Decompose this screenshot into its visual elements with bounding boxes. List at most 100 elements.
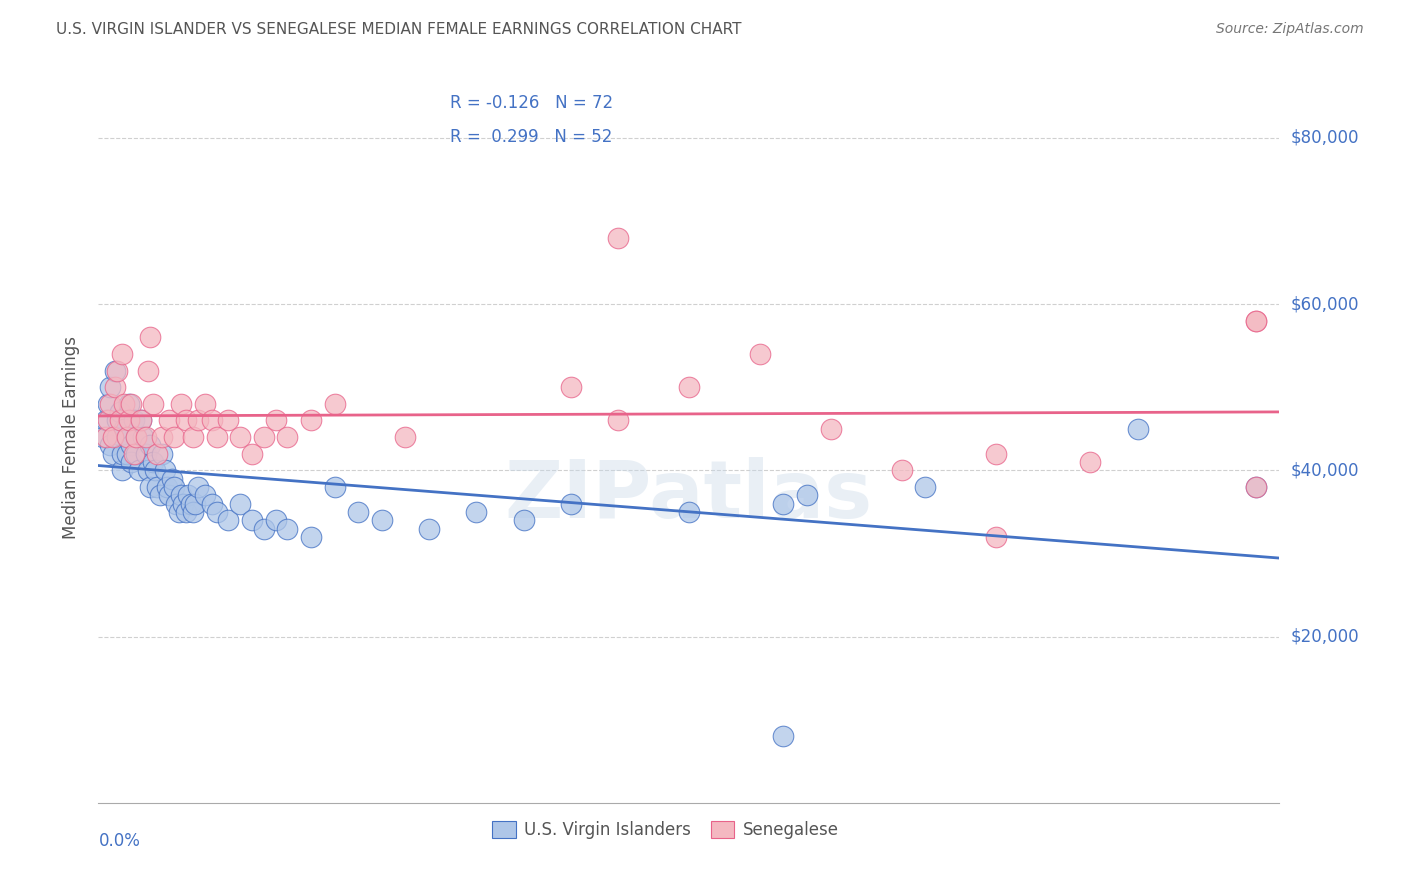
Point — [118, 413, 141, 427]
Point — [94, 413, 117, 427]
Point — [135, 447, 157, 461]
Point — [1080, 455, 1102, 469]
Point — [98, 380, 121, 394]
Point — [347, 505, 370, 519]
Point — [97, 397, 120, 411]
Point — [150, 430, 173, 444]
Point — [111, 347, 134, 361]
Point — [217, 413, 239, 427]
Point — [394, 430, 416, 444]
Text: $20,000: $20,000 — [1291, 628, 1360, 646]
Point — [240, 447, 263, 461]
Text: 0.0%: 0.0% — [98, 832, 141, 850]
Point — [371, 513, 394, 527]
Point — [201, 497, 224, 511]
Text: $40,000: $40,000 — [1291, 461, 1360, 479]
Point — [142, 397, 165, 411]
Point — [1244, 314, 1267, 328]
Point — [125, 430, 148, 444]
Point — [276, 521, 298, 535]
Point — [104, 380, 127, 394]
Point — [122, 413, 145, 427]
Point — [108, 405, 131, 419]
Point — [678, 380, 700, 394]
Point — [97, 413, 120, 427]
Point — [115, 430, 138, 444]
Text: R =  0.299   N = 52: R = 0.299 N = 52 — [450, 128, 613, 146]
Point — [167, 505, 190, 519]
Point — [105, 430, 128, 444]
Point — [465, 505, 488, 519]
Point — [111, 463, 134, 477]
Legend: U.S. Virgin Islanders, Senegalese: U.S. Virgin Islanders, Senegalese — [485, 814, 845, 846]
Point — [772, 729, 794, 743]
Point — [174, 505, 197, 519]
Point — [132, 430, 155, 444]
Point — [184, 497, 207, 511]
Point — [253, 430, 276, 444]
Point — [115, 447, 138, 461]
Point — [820, 422, 842, 436]
Point — [607, 413, 630, 427]
Point — [205, 430, 228, 444]
Text: Source: ZipAtlas.com: Source: ZipAtlas.com — [1216, 22, 1364, 37]
Point — [170, 488, 193, 502]
Point — [180, 497, 202, 511]
Point — [560, 380, 582, 394]
Point — [128, 463, 150, 477]
Point — [264, 513, 287, 527]
Point — [146, 447, 169, 461]
Point — [142, 455, 165, 469]
Point — [299, 530, 322, 544]
Point — [135, 430, 157, 444]
Point — [678, 505, 700, 519]
Point — [1126, 422, 1149, 436]
Point — [194, 488, 217, 502]
Point — [1244, 480, 1267, 494]
Point — [122, 447, 145, 461]
Point — [91, 430, 114, 444]
Point — [276, 430, 298, 444]
Point — [157, 488, 180, 502]
Point — [1244, 314, 1267, 328]
Point — [914, 480, 936, 494]
Point — [121, 455, 143, 469]
Point — [94, 430, 117, 444]
Point — [118, 397, 141, 411]
Point — [253, 521, 276, 535]
Point — [512, 513, 534, 527]
Point — [121, 397, 143, 411]
Point — [240, 513, 263, 527]
Point — [115, 430, 138, 444]
Point — [139, 330, 162, 344]
Point — [105, 363, 128, 377]
Point — [163, 430, 186, 444]
Point — [194, 397, 217, 411]
Point — [229, 497, 252, 511]
Point — [139, 480, 162, 494]
Point — [101, 447, 124, 461]
Point — [153, 463, 176, 477]
Point — [796, 488, 818, 502]
Point — [146, 480, 169, 494]
Point — [323, 480, 346, 494]
Y-axis label: Median Female Earnings: Median Female Earnings — [62, 335, 80, 539]
Point — [607, 230, 630, 244]
Point — [125, 447, 148, 461]
Point — [111, 447, 134, 461]
Point — [205, 505, 228, 519]
Point — [560, 497, 582, 511]
Point — [121, 438, 143, 452]
Point — [129, 413, 152, 427]
Point — [150, 447, 173, 461]
Point — [125, 430, 148, 444]
Point — [163, 480, 186, 494]
Point — [98, 397, 121, 411]
Point — [772, 497, 794, 511]
Point — [136, 363, 159, 377]
Point — [98, 438, 121, 452]
Point — [984, 447, 1007, 461]
Point — [149, 488, 172, 502]
Point — [156, 480, 179, 494]
Point — [165, 497, 187, 511]
